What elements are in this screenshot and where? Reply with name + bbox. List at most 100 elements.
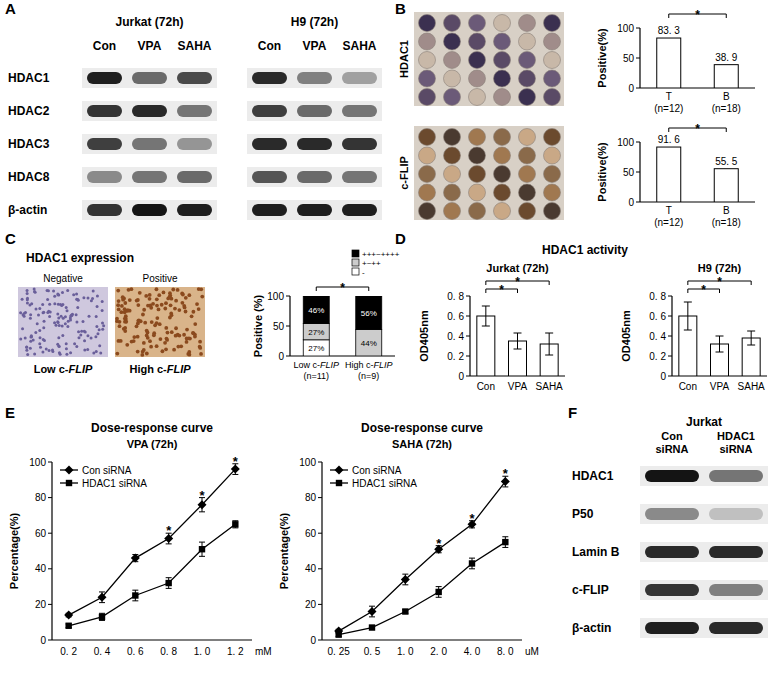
nucleus [39, 336, 42, 339]
well [519, 70, 536, 87]
well [419, 33, 436, 50]
nucleus [38, 329, 41, 332]
nucleus [90, 299, 93, 302]
well [419, 89, 436, 106]
nucleus [25, 346, 28, 349]
nucleus [162, 291, 166, 295]
y-tick-label: 100 [617, 23, 634, 34]
nucleus [65, 306, 68, 309]
nucleus [41, 351, 44, 354]
y-tick-label: 40 [305, 563, 317, 574]
nucleus [53, 321, 56, 324]
nucleus [166, 331, 170, 335]
well [419, 52, 436, 69]
legend-label: HDAC1 siRNA [352, 478, 417, 489]
error-bar [132, 590, 138, 601]
y-axis-label: Positive(%) [596, 28, 608, 88]
legend-swatch [352, 259, 359, 266]
x-tick-label: 1. 2 [227, 646, 244, 657]
y-tick-label: 0. 8 [447, 291, 464, 302]
nucleus [149, 345, 153, 349]
well [544, 129, 561, 146]
band [252, 105, 287, 117]
nucleus [198, 340, 202, 344]
data-label: 91. 6 [658, 134, 681, 145]
y-tick-label: 60 [35, 528, 47, 539]
nucleus [83, 339, 86, 342]
nucleus [70, 314, 73, 317]
band [87, 204, 122, 216]
plot-area [657, 38, 739, 88]
nucleus [66, 309, 69, 312]
nucleus [95, 350, 98, 353]
well [544, 166, 561, 183]
nucleus [96, 305, 99, 308]
nucleus [43, 320, 46, 323]
y-tick-label: 0. 4 [649, 331, 666, 342]
well [444, 33, 461, 50]
y-tick-label: 80 [35, 492, 47, 503]
nucleus [153, 323, 157, 327]
y-tick [286, 296, 290, 297]
point [368, 607, 377, 616]
nucleus [56, 293, 59, 296]
well [544, 203, 561, 220]
well [494, 129, 511, 146]
nucleus [169, 303, 173, 307]
y-tick [668, 316, 672, 317]
well [519, 166, 536, 183]
nucleus [199, 287, 203, 291]
x-axis [322, 639, 522, 640]
y-tick [286, 326, 290, 327]
y-tick [636, 88, 640, 89]
nucleus [21, 298, 24, 301]
nucleus [193, 322, 197, 326]
well [494, 89, 511, 106]
nucleus [141, 313, 145, 317]
bar-segment [303, 324, 329, 340]
nucleus [135, 324, 139, 328]
y-tick-label: 0 [40, 635, 46, 646]
well [494, 52, 511, 69]
nucleus [26, 289, 29, 292]
x-tick-label: B(n=18) [712, 91, 741, 114]
nucleus [136, 319, 140, 323]
y-tick-label: 0 [628, 197, 634, 208]
x-tick-label: 0. 5 [364, 646, 381, 657]
band [87, 138, 122, 150]
y-tick [318, 533, 322, 534]
protein-label: c-FLIP [572, 583, 609, 597]
band [342, 171, 377, 183]
well [494, 166, 511, 183]
nucleus [176, 345, 180, 349]
data-label: 83. 3 [658, 25, 681, 36]
band [177, 105, 212, 117]
well [519, 89, 536, 106]
error-bar [232, 521, 238, 528]
y-tick [48, 604, 52, 605]
nucleus [53, 302, 56, 305]
nucleus [60, 304, 63, 307]
nucleus [51, 348, 54, 351]
y-tick [48, 533, 52, 534]
well [469, 33, 486, 50]
plate-image [414, 12, 564, 106]
data-label: 46% [308, 306, 324, 315]
well [419, 166, 436, 183]
nucleus [123, 320, 127, 324]
ihc-image [115, 287, 205, 357]
nucleus [187, 350, 191, 354]
nucleus [29, 317, 32, 320]
well [419, 129, 436, 146]
image-label: c-FLIP [398, 156, 410, 190]
nucleus [81, 320, 84, 323]
x-tick-label: 0. 4 [94, 646, 111, 657]
y-axis-label: Percentage(%) [8, 512, 20, 589]
y-tick-label: 0. 6 [447, 311, 464, 322]
x-tick-label: Con [477, 381, 495, 392]
band [342, 72, 377, 84]
band [132, 204, 167, 216]
band [87, 171, 122, 183]
nucleus [57, 293, 60, 296]
lane-label: SAHA [177, 39, 211, 53]
